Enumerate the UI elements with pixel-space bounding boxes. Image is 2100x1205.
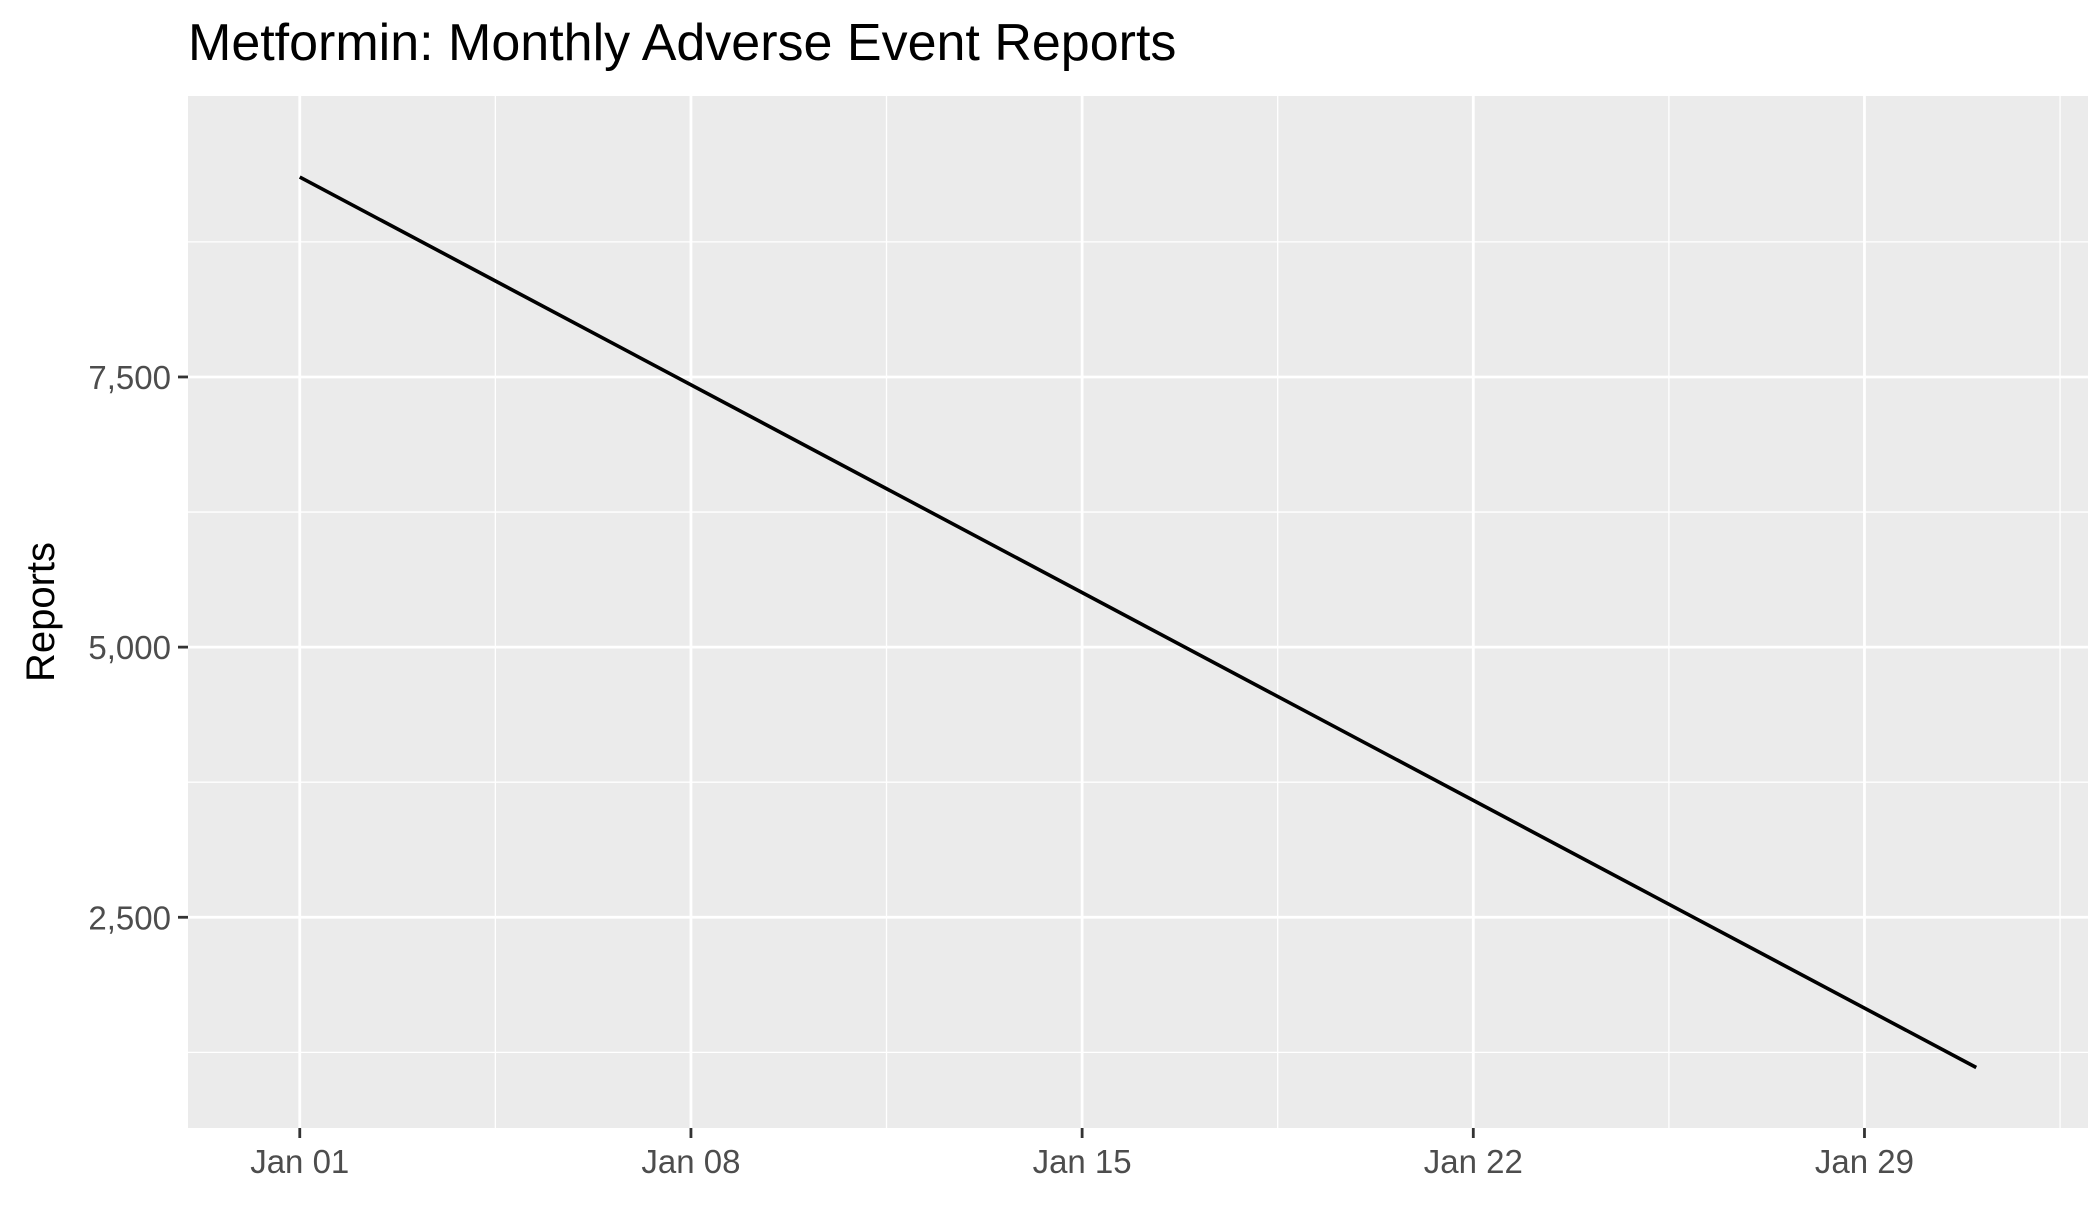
x-axis: Jan 01 Jan 08 Jan 15 Jan 22 Jan 29: [250, 1128, 1914, 1180]
series-line: [298, 175, 1978, 1070]
y-axis: 2,500 5,000 7,500: [88, 359, 188, 936]
x-tick-label: Jan 08: [641, 1143, 740, 1180]
panel-background: [188, 96, 2088, 1128]
y-tick-label: 2,500: [88, 899, 171, 936]
y-tick-label: 7,500: [88, 359, 171, 396]
x-tick-label: Jan 29: [1815, 1143, 1914, 1180]
x-tick-label: Jan 22: [1424, 1143, 1523, 1180]
y-tick-label: 5,000: [88, 629, 171, 666]
y-axis-title: Reports: [19, 542, 63, 682]
x-tick-label: Jan 01: [250, 1143, 349, 1180]
chart-title: Metformin: Monthly Adverse Event Reports: [188, 14, 1176, 72]
plot-area: [188, 96, 2088, 1128]
x-tick-label: Jan 15: [1033, 1143, 1132, 1180]
